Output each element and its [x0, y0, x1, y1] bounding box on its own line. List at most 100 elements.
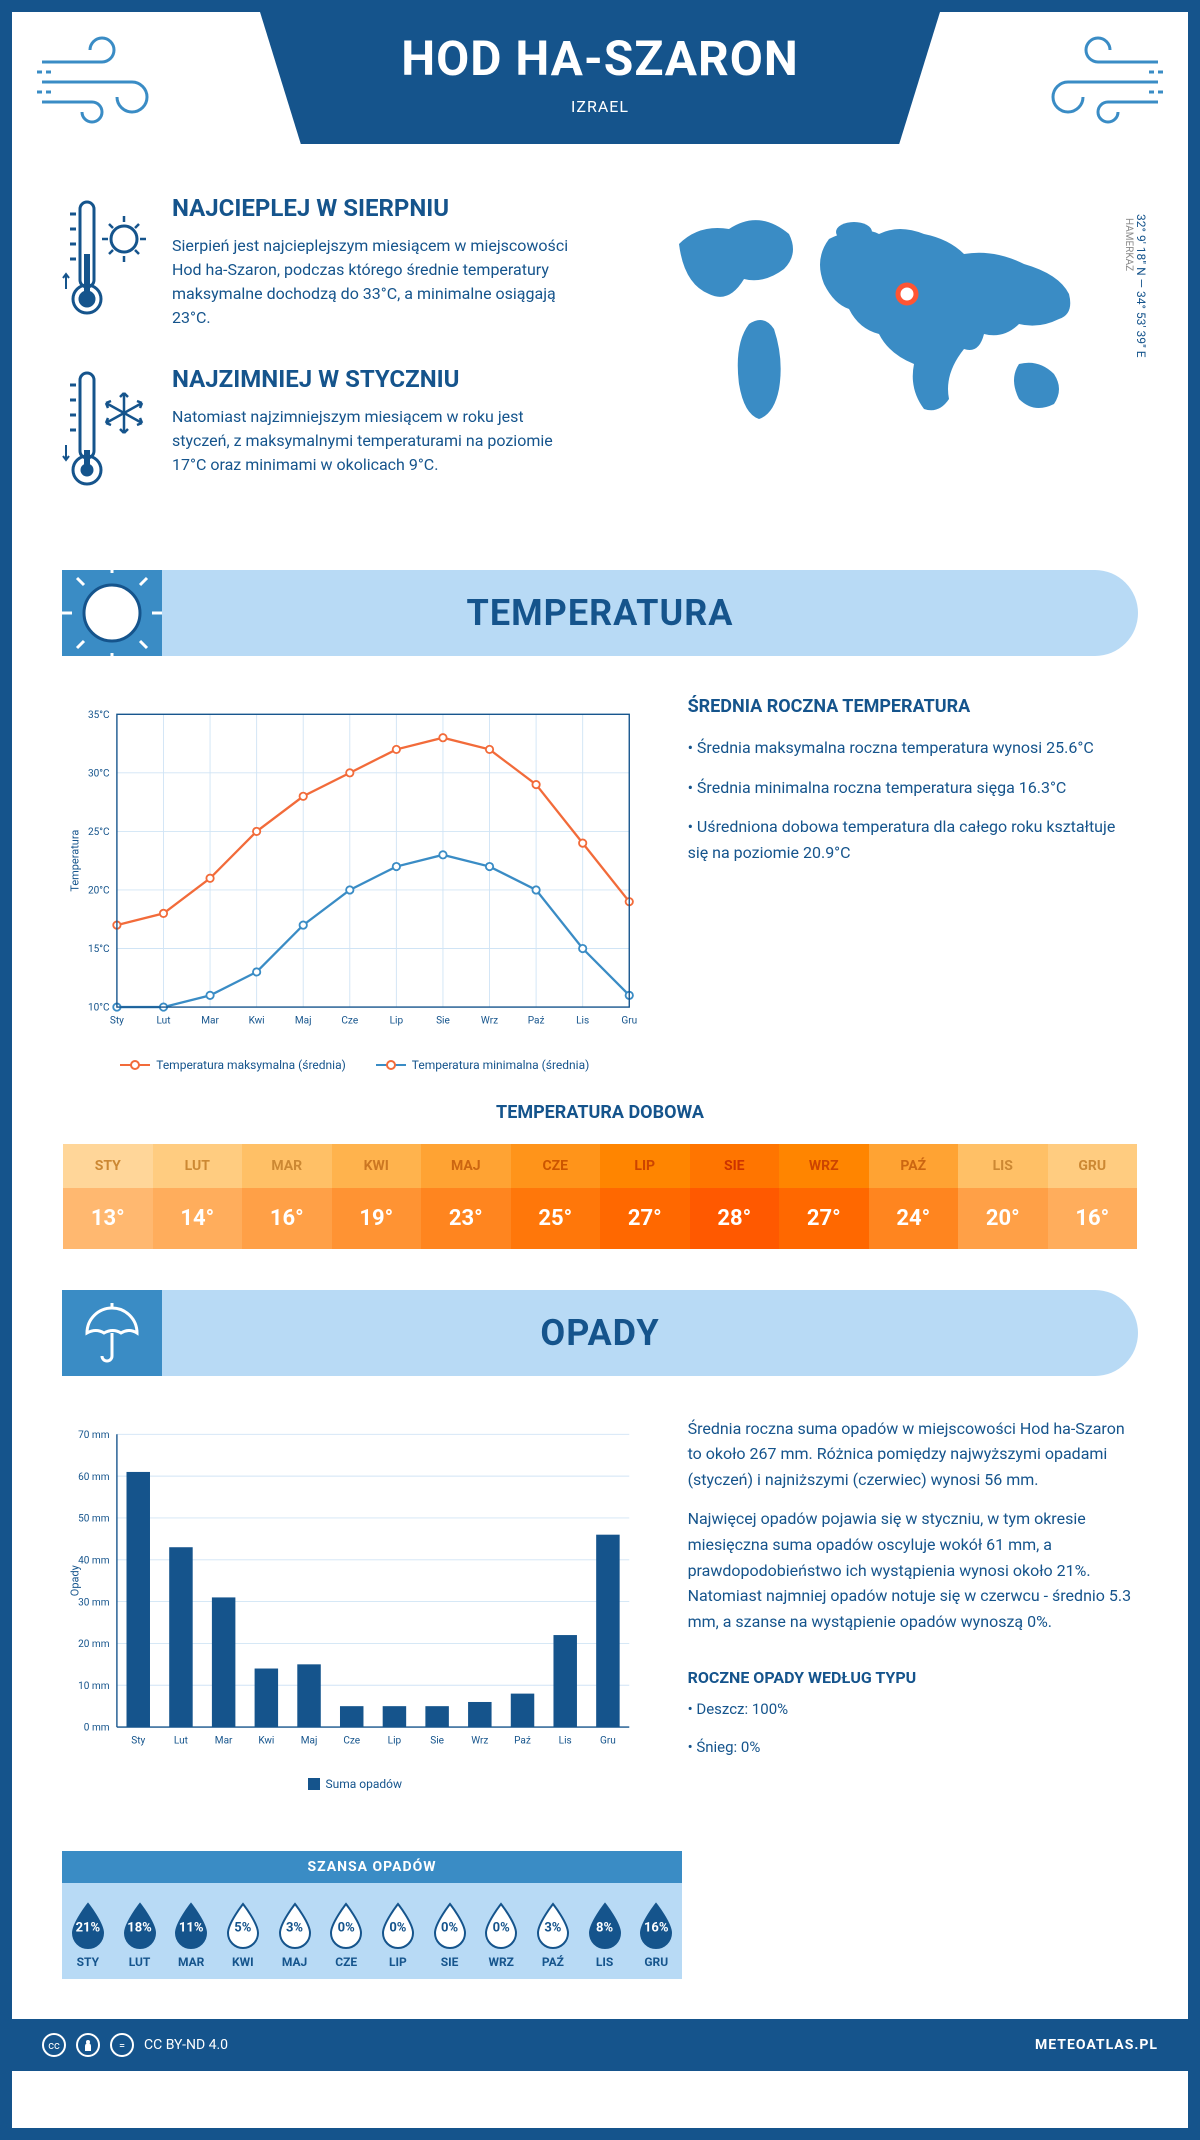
svg-text:Mar: Mar: [201, 1016, 219, 1027]
svg-text:Wrz: Wrz: [481, 1016, 498, 1027]
license-text: CC BY-ND 4.0: [144, 2037, 228, 2053]
umbrella-icon: [77, 1298, 147, 1368]
temp-col: LUT 14°: [153, 1144, 243, 1249]
wind-decoration-right: [1023, 32, 1163, 132]
temp-col: GRU 16°: [1048, 1144, 1138, 1249]
info-row: NAJCIEPLEJ W SIERPNIU Sierpień jest najc…: [12, 144, 1188, 570]
nd-icon: =: [110, 2033, 134, 2057]
section-header-temperature: TEMPERATURA: [62, 570, 1138, 656]
sun-icon: [67, 568, 157, 658]
svg-text:Lis: Lis: [576, 1016, 589, 1027]
temperature-chart-row: 10°C15°C20°C25°C30°C35°CStyLutMarKwiMajC…: [12, 656, 1188, 1102]
precipitation-chart-row: 0 mm 10 mm 20 mm 30 mm 40 mm 50 mm 60 mm 70 mm S…: [12, 1376, 1188, 1822]
svg-text:50 mm: 50 mm: [78, 1513, 110, 1524]
daily-temperature-table: TEMPERATURA DOBOWA STY 13° LUT 14° MAR 1…: [12, 1102, 1188, 1290]
chance-col: 0% SIE: [424, 1901, 476, 1969]
warmest-block: NAJCIEPLEJ W SIERPNIU Sierpień jest najc…: [62, 194, 580, 330]
precip-chart-legend: Suma opadów: [62, 1777, 648, 1791]
svg-text:Cze: Cze: [341, 1016, 358, 1027]
warmest-text: Sierpień jest najcieplejszym miesiącem w…: [172, 234, 580, 330]
thermometer-snow-icon: [62, 365, 152, 495]
svg-text:20°C: 20°C: [88, 886, 110, 897]
svg-text:60 mm: 60 mm: [78, 1471, 110, 1482]
temp-col: SIE 28°: [690, 1144, 780, 1249]
svg-text:40 mm: 40 mm: [78, 1555, 110, 1566]
coldest-text: Natomiast najzimniejszym miesiącem w rok…: [172, 405, 580, 477]
site-name: METEOATLAS.PL: [1035, 2037, 1158, 2053]
svg-text:Paź: Paź: [528, 1016, 545, 1027]
chance-col: 5% KWI: [217, 1901, 269, 1969]
svg-text:Temperatura: Temperatura: [68, 830, 81, 892]
svg-text:Kwi: Kwi: [258, 1735, 274, 1746]
cc-icon: cc: [42, 2033, 66, 2057]
svg-text:Sty: Sty: [131, 1735, 145, 1746]
svg-text:Lut: Lut: [156, 1016, 170, 1027]
svg-text:Gru: Gru: [621, 1016, 637, 1027]
chance-col: 3% PAŹ: [527, 1901, 579, 1969]
location-marker: [898, 285, 916, 303]
svg-text:Lis: Lis: [559, 1735, 572, 1746]
svg-text:30 mm: 30 mm: [78, 1597, 110, 1608]
svg-text:25°C: 25°C: [88, 827, 110, 838]
chance-col: 0% WRZ: [475, 1901, 527, 1969]
svg-text:70 mm: 70 mm: [78, 1430, 110, 1441]
svg-text:Sie: Sie: [436, 1016, 450, 1027]
temp-col: KWI 19°: [332, 1144, 422, 1249]
svg-text:Opady: Opady: [68, 1564, 81, 1596]
precipitation-by-type: ROCZNE OPADY WEDŁUG TYPU • Deszcz: 100% …: [688, 1648, 1138, 1759]
svg-text:Mar: Mar: [215, 1735, 233, 1746]
svg-text:Lip: Lip: [390, 1016, 404, 1027]
temp-col: LIS 20°: [958, 1144, 1048, 1249]
svg-text:35°C: 35°C: [88, 710, 110, 721]
temp-col: STY 13°: [63, 1144, 153, 1249]
temp-col: MAR 16°: [242, 1144, 332, 1249]
chance-col: 18% LUT: [114, 1901, 166, 1969]
page-subtitle: IZRAEL: [260, 97, 940, 116]
chance-col: 8% LIS: [579, 1901, 631, 1969]
precipitation-info: Średnia roczna suma opadów w miejscowośc…: [688, 1416, 1138, 1792]
header-banner: HOD HA-SZARON IZRAEL: [260, 12, 940, 144]
chance-col: 0% CZE: [320, 1901, 372, 1969]
wind-decoration-left: [37, 32, 177, 132]
chance-col: 3% MAJ: [269, 1901, 321, 1969]
svg-text:Lut: Lut: [174, 1735, 188, 1746]
footer: cc = CC BY-ND 4.0 METEOATLAS.PL: [12, 2019, 1188, 2071]
page-title: HOD HA-SZARON: [260, 30, 940, 87]
svg-text:Wrz: Wrz: [471, 1735, 488, 1746]
svg-text:Sie: Sie: [430, 1735, 444, 1746]
coldest-title: NAJZIMNIEJ W STYCZNIU: [172, 365, 580, 393]
svg-text:Paź: Paź: [514, 1735, 531, 1746]
svg-text:Kwi: Kwi: [249, 1016, 265, 1027]
thermometer-sun-icon: [62, 194, 152, 324]
svg-text:Maj: Maj: [295, 1016, 312, 1027]
temp-col: WRZ 27°: [779, 1144, 869, 1249]
precipitation-chance: SZANSA OPADÓW 21% STY 18% LUT: [62, 1851, 682, 1979]
svg-text:10 mm: 10 mm: [78, 1681, 110, 1692]
svg-text:20 mm: 20 mm: [78, 1639, 110, 1650]
by-icon: [76, 2033, 100, 2057]
precipitation-bar-chart: 0 mm 10 mm 20 mm 30 mm 40 mm 50 mm 60 mm 70 mm S…: [62, 1416, 648, 1764]
svg-text:Lip: Lip: [388, 1735, 402, 1746]
chance-col: 21% STY: [62, 1901, 114, 1969]
temp-col: PAŹ 24°: [869, 1144, 959, 1249]
svg-text:Gru: Gru: [600, 1735, 616, 1746]
world-map: [620, 194, 1138, 454]
temperature-line-chart: 10°C15°C20°C25°C30°C35°CStyLutMarKwiMajC…: [62, 696, 648, 1044]
warmest-title: NAJCIEPLEJ W SIERPNIU: [172, 194, 580, 222]
svg-text:Sty: Sty: [110, 1016, 124, 1027]
svg-text:Cze: Cze: [343, 1735, 360, 1746]
svg-text:15°C: 15°C: [88, 944, 110, 955]
svg-text:Maj: Maj: [301, 1735, 318, 1746]
temp-col: LIP 27°: [600, 1144, 690, 1249]
temperature-info: ŚREDNIA ROCZNA TEMPERATURA • Średnia mak…: [688, 696, 1138, 1072]
chance-col: 0% LIP: [372, 1901, 424, 1969]
temp-col: CZE 25°: [511, 1144, 601, 1249]
temp-col: MAJ 23°: [421, 1144, 511, 1249]
svg-text:30°C: 30°C: [88, 769, 110, 780]
coldest-block: NAJZIMNIEJ W STYCZNIU Natomiast najzimni…: [62, 365, 580, 495]
section-header-precipitation: OPADY: [62, 1290, 1138, 1376]
page: HOD HA-SZARON IZRAEL: [0, 0, 1200, 2140]
svg-text:0 mm: 0 mm: [84, 1722, 110, 1733]
temp-chart-legend: .legend-line:nth-child(1)::after{border-…: [62, 1058, 648, 1072]
chance-col: 11% MAR: [165, 1901, 217, 1969]
